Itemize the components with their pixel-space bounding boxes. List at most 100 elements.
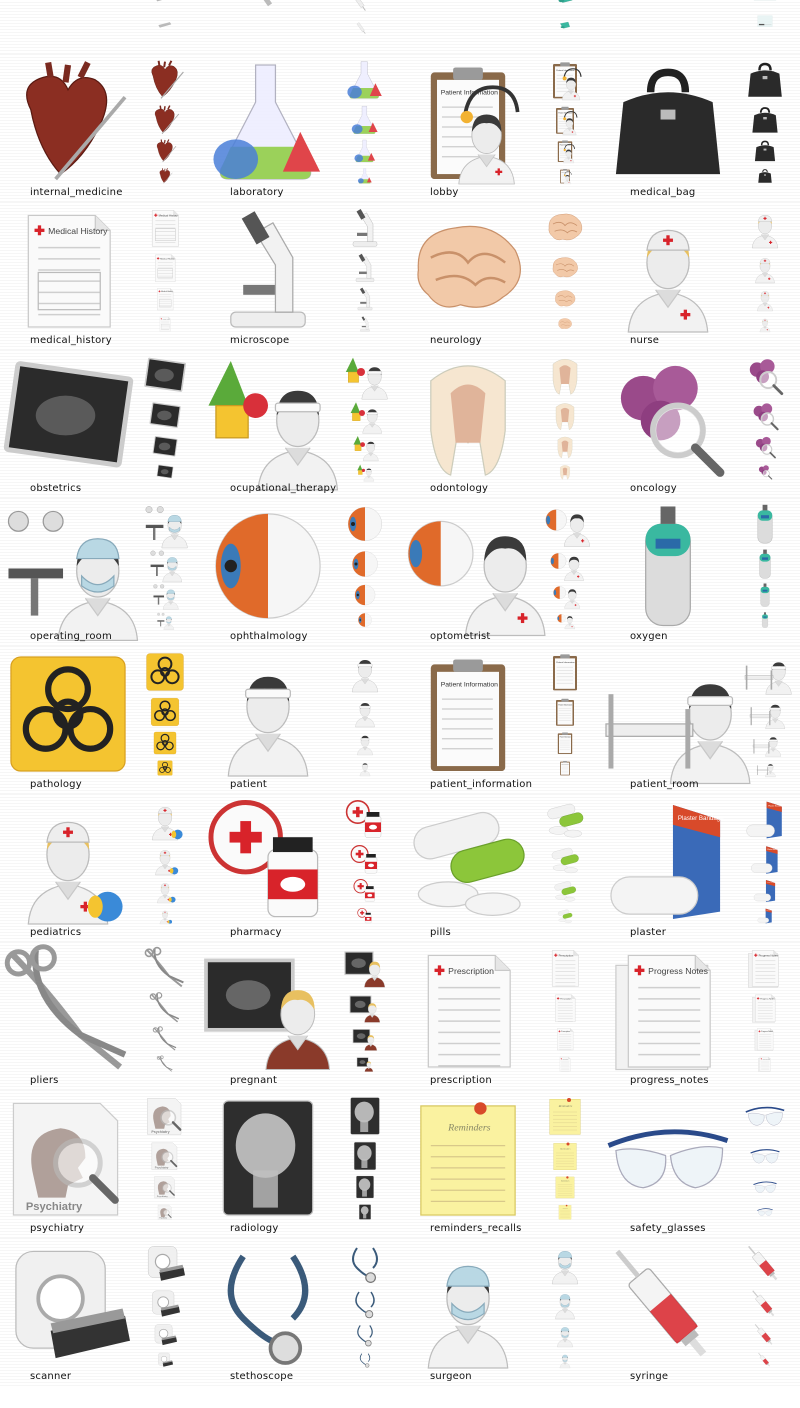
icon-tile-radiology[interactable]: radiology <box>200 1090 400 1238</box>
icon-size-variants <box>342 60 388 184</box>
operating-room-icon <box>153 584 179 610</box>
pills-icon <box>547 803 584 838</box>
syringe-icon <box>754 1324 773 1346</box>
nurse-icon <box>627 229 709 333</box>
inhaler-icon <box>406 0 530 38</box>
syringe-icon <box>748 1245 778 1281</box>
icon-tile-surgeon[interactable]: surgeon <box>400 1238 600 1386</box>
icon-tile-pediatrics[interactable]: pediatrics <box>0 794 200 942</box>
icon-tile-psychiatry[interactable]: Psychiatry Psychiatry Psychiatry Psychiatry… <box>0 1090 200 1238</box>
pharmacy-icon <box>208 800 319 918</box>
icon-tile-patient-room[interactable]: patient_room <box>600 646 800 794</box>
icon-size-variants <box>542 356 588 480</box>
icon-tile-ophthalmology[interactable]: ophthalmology <box>200 498 400 646</box>
icon-tile-internal-medicine[interactable]: internal_medicine <box>0 54 200 202</box>
icon-tile-obstetrics[interactable]: obstetrics <box>0 350 200 498</box>
laboratory-icon <box>354 140 376 163</box>
svg-text:Medical History: Medical History <box>48 226 108 236</box>
icon-tile-odontology[interactable]: odontology <box>400 350 600 498</box>
inhaler-icon <box>558 0 573 4</box>
icon-tile-oncology[interactable]: oncology <box>600 350 800 498</box>
icon-tile-plaster[interactable]: Plaster Bandage Plaster Bandage Plaster Ba… <box>600 794 800 942</box>
ocupational-therapy-icon <box>350 401 382 434</box>
neurology-icon <box>552 256 578 277</box>
icon-tile-patient[interactable]: patient <box>200 646 400 794</box>
icon-size-variants <box>342 652 388 777</box>
icon-size-variants <box>342 0 388 38</box>
icon-tile-inhaler[interactable]: inhaler <box>400 0 600 54</box>
svg-text:Patient Information: Patient Information <box>441 682 498 689</box>
icon-tile-ocupational-therapy[interactable]: ocupational_therapy <box>200 350 400 498</box>
svg-text:Medical History: Medical History <box>161 290 173 293</box>
icon-tile-lobby[interactable]: Patient Information Patient Information … <box>400 54 600 202</box>
syringe-icon <box>615 1249 707 1357</box>
icon-tile-reminders-recalls[interactable]: Reminders Reminders Reminders Reminders Remi… <box>400 1090 600 1238</box>
icon-size-variants <box>742 0 788 38</box>
obstetrics-icon <box>149 401 181 428</box>
icon-tile-insurance-billing[interactable]: insurance_billing <box>600 0 800 54</box>
ophthalmology-icon <box>348 507 382 541</box>
icon-tile-pregnant[interactable]: pregnant <box>200 942 400 1090</box>
icon-tile-patient-information[interactable]: Patient Information Patient Information … <box>400 646 600 794</box>
svg-text:Plaster Bandage: Plaster Bandage <box>768 804 784 807</box>
icon-tile-nurse[interactable]: nurse <box>600 202 800 350</box>
patient-icon <box>357 736 373 756</box>
icon-tile-scanner[interactable]: scanner <box>0 1238 200 1386</box>
icon-size-variants <box>542 0 588 38</box>
icon-size-variants <box>542 1244 588 1369</box>
pregnant-icon <box>204 958 331 1071</box>
pathology-icon <box>146 653 184 691</box>
icon-tile-pathology[interactable]: pathology <box>0 646 200 794</box>
svg-text:Prescription: Prescription <box>559 953 574 957</box>
icon-tile-pharmacy[interactable]: pharmacy <box>200 794 400 942</box>
icon-size-variants: Medical History Medical History Medical … <box>142 208 188 332</box>
icon-tile-infirmary[interactable]: infirmary <box>200 0 400 54</box>
icon-large <box>605 652 751 785</box>
stethoscope-icon <box>352 1247 378 1283</box>
radiology-icon <box>222 1100 314 1216</box>
safety-glasses-icon <box>753 1181 777 1194</box>
icon-tile-syringe[interactable]: syringe <box>600 1238 800 1386</box>
icon-label: pliers <box>30 1075 59 1086</box>
icon-size-variants: Plaster Bandage Plaster Bandage Plaster Ba… <box>742 800 788 924</box>
reminders-recalls-icon: Reminders <box>553 1142 577 1170</box>
icon-tile-medical-history[interactable]: Medical History Medical History Medical … <box>0 202 200 350</box>
odontology-icon <box>560 465 570 480</box>
icon-tile-microscope[interactable]: microscope <box>200 202 400 350</box>
icon-tile-medical-bag[interactable]: medical_bag <box>600 54 800 202</box>
ophthalmology-icon <box>352 550 378 577</box>
icon-label: patient_information <box>430 779 533 790</box>
icon-tile-neurology[interactable]: neurology <box>400 202 600 350</box>
icon-tile-prescription[interactable]: Prescription Prescription Prescription P… <box>400 942 600 1090</box>
pliers-icon <box>4 944 127 1070</box>
icon-tile-operating-room[interactable]: operating_room <box>0 498 200 646</box>
icon-tile-pliers[interactable]: pliers <box>0 942 200 1090</box>
implant-icon <box>158 22 172 28</box>
plaster-icon: Plaster Bandage <box>610 804 724 920</box>
icon-tile-laboratory[interactable]: laboratory <box>200 54 400 202</box>
laboratory-icon <box>357 168 372 184</box>
ocupational-therapy-icon <box>345 357 388 400</box>
microscope-icon <box>230 211 306 328</box>
icon-tile-pills[interactable]: pills <box>400 794 600 942</box>
icon-label: ocupational_therapy <box>230 483 337 494</box>
icon-size-variants <box>342 948 388 1072</box>
icon-tile-safety-glasses[interactable]: safety_glasses <box>600 1090 800 1238</box>
icon-size-variants <box>342 504 388 628</box>
safety-glasses-icon <box>745 1106 785 1126</box>
patient-icon <box>359 763 371 777</box>
ocupational-therapy-icon <box>357 464 375 482</box>
nurse-icon <box>759 318 771 333</box>
patient-room-icon <box>752 737 781 757</box>
icon-tile-progress-notes[interactable]: Progress Notes Progress Notes Progress N… <box>600 942 800 1090</box>
svg-text:Progress Notes: Progress Notes <box>761 1030 773 1033</box>
icon-large <box>606 1096 730 1220</box>
icon-tile-stethoscope[interactable]: stethoscope <box>200 1238 400 1386</box>
icon-tile-implant[interactable]: implant <box>0 0 200 54</box>
svg-text:Psychiatry: Psychiatry <box>26 1201 83 1213</box>
medical-history-icon: Medical History <box>152 210 179 247</box>
medical-history-icon: Medical History <box>27 214 111 328</box>
icon-tile-oxygen[interactable]: oxygen <box>600 498 800 646</box>
icon-tile-optometrist[interactable]: optometrist <box>400 498 600 646</box>
laboratory-icon <box>351 105 378 134</box>
